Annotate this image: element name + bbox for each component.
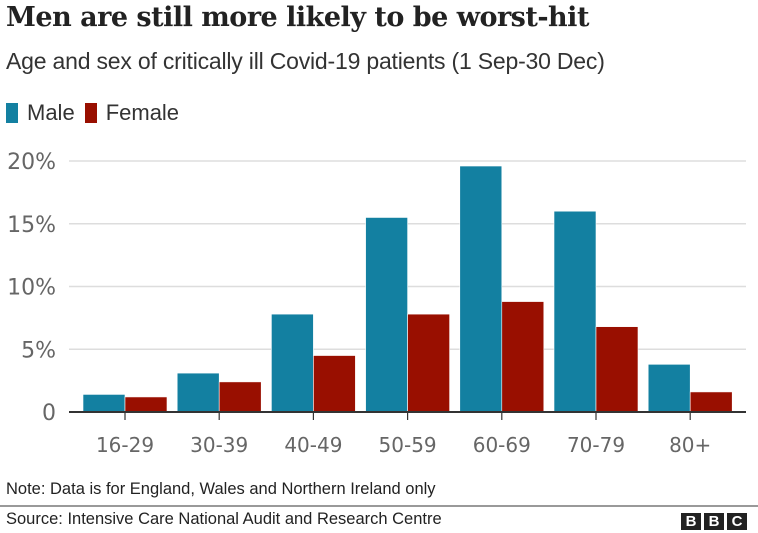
bar-female bbox=[407, 313, 450, 413]
bar-female bbox=[218, 381, 262, 413]
bar-male bbox=[553, 210, 597, 413]
bar-female bbox=[689, 391, 733, 413]
chart-title: Men are still more likely to be worst-hi… bbox=[6, 2, 589, 33]
bar-female bbox=[313, 355, 356, 413]
legend-swatch-male bbox=[6, 103, 18, 123]
bar-male bbox=[82, 394, 126, 413]
bbc-logo-letter: B bbox=[681, 513, 701, 530]
source-text: Source: Intensive Care National Audit an… bbox=[6, 510, 442, 528]
legend: Male Female bbox=[6, 100, 189, 126]
y-tick-label: 20% bbox=[7, 150, 56, 175]
legend-label-male: Male bbox=[27, 100, 75, 125]
x-tick-label: 16-29 bbox=[96, 433, 154, 457]
footer-divider bbox=[0, 505, 758, 507]
bar-female bbox=[595, 326, 639, 413]
bar-male bbox=[176, 372, 220, 413]
bar-male bbox=[647, 364, 691, 413]
x-tick-label: 40-49 bbox=[284, 433, 342, 457]
x-tick-label: 50-59 bbox=[379, 433, 437, 457]
chart-subtitle: Age and sex of critically ill Covid-19 p… bbox=[6, 48, 605, 74]
footnote: Note: Data is for England, Wales and Nor… bbox=[6, 480, 436, 498]
y-tick-label: 15% bbox=[7, 213, 56, 238]
x-tick-label: 60-69 bbox=[473, 433, 531, 457]
legend-label-female: Female bbox=[105, 100, 180, 125]
x-tick-label: 80+ bbox=[669, 433, 711, 457]
x-tick-label: 30-39 bbox=[190, 433, 248, 457]
bar-chart: 0 5% 10% 15% 20% 16-29 30-39 40-49 50-59 60-69 70-… bbox=[7, 150, 746, 457]
bar-female bbox=[501, 301, 545, 413]
y-tick-label: 5% bbox=[21, 338, 56, 363]
legend-swatch-female bbox=[84, 103, 97, 123]
x-tick-label: 70-79 bbox=[567, 433, 625, 457]
legend-item-female: Female bbox=[84, 100, 180, 126]
bar-male bbox=[271, 313, 314, 413]
bar-male bbox=[365, 217, 408, 413]
y-tick-label: 0 bbox=[42, 401, 56, 426]
bbc-logo-letter: C bbox=[727, 513, 747, 530]
bar-female bbox=[124, 396, 168, 413]
bar-male bbox=[459, 165, 503, 413]
bbc-logo-letter: B bbox=[704, 513, 724, 530]
bbc-logo: B B C bbox=[681, 513, 747, 530]
legend-item-male: Male bbox=[6, 100, 75, 126]
y-tick-label: 10% bbox=[7, 276, 56, 301]
